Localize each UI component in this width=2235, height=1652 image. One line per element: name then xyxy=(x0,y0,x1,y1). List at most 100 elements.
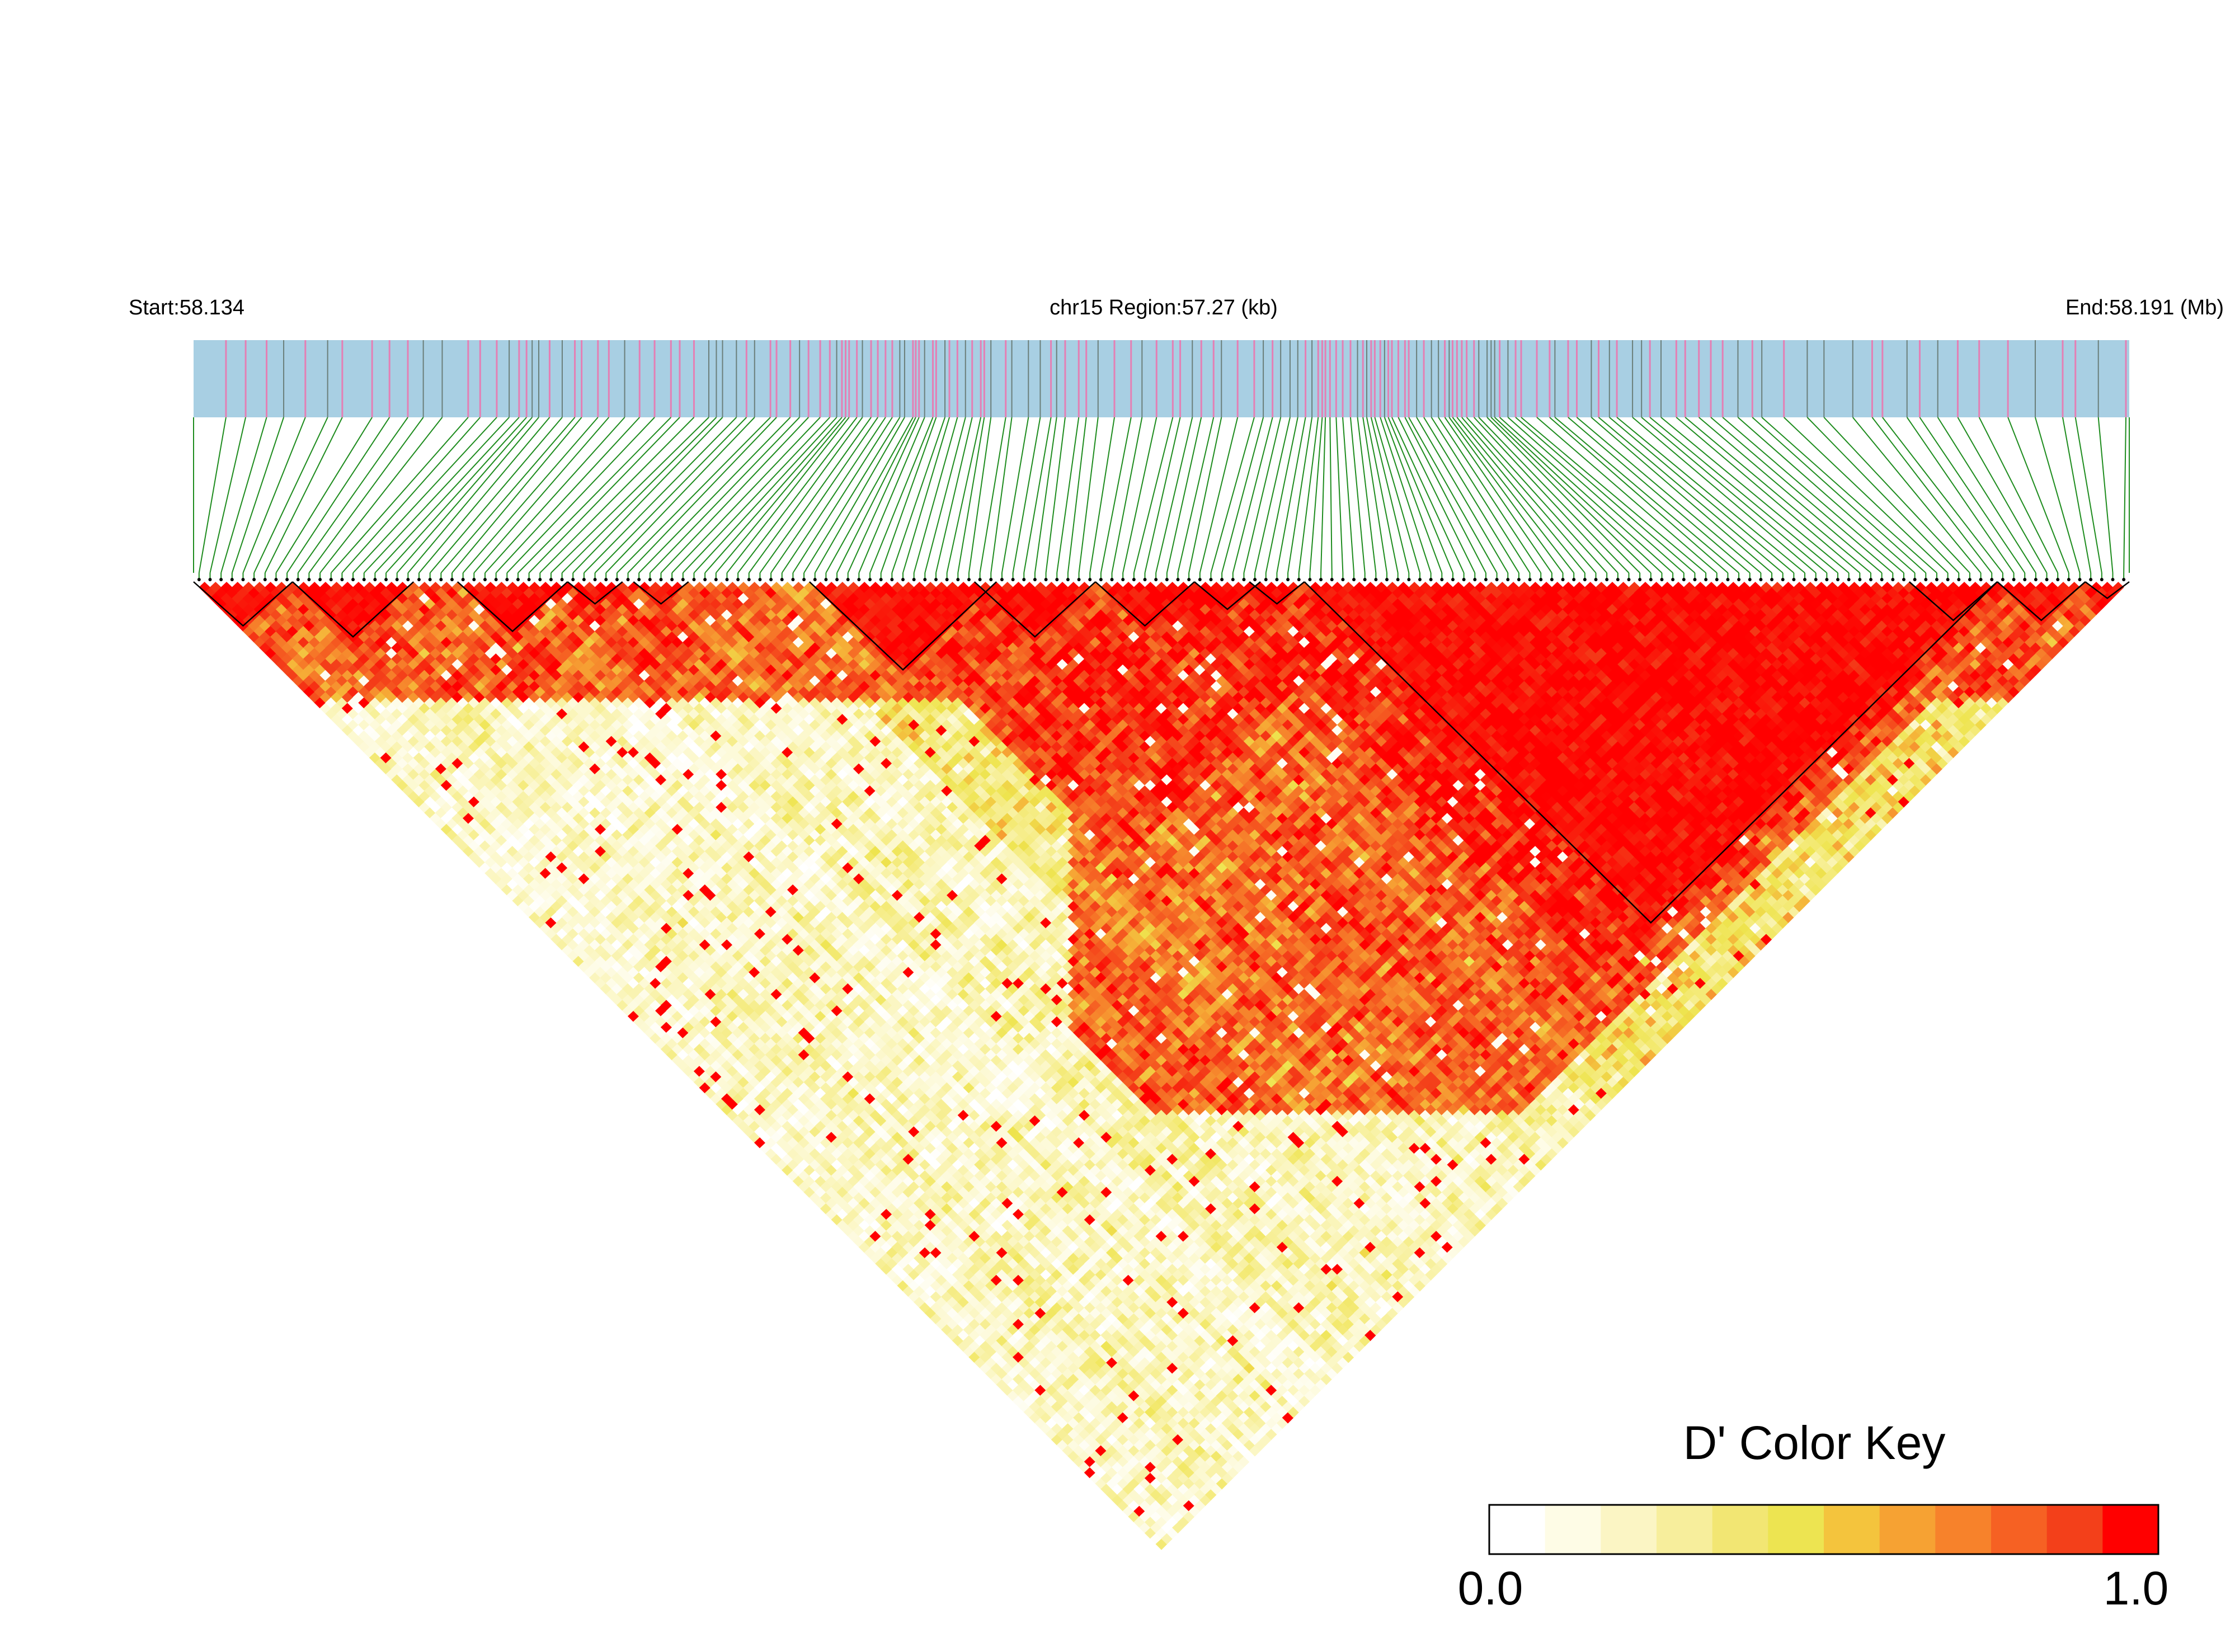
connector-line xyxy=(1144,417,1181,573)
connector-line xyxy=(1448,417,1564,573)
connector-line xyxy=(1507,417,1685,573)
connector-line xyxy=(1023,417,1052,573)
connector-line xyxy=(473,417,610,573)
connector-line xyxy=(1342,417,1355,573)
connector-line xyxy=(209,417,247,573)
connector-line xyxy=(627,417,777,573)
connector-line xyxy=(1499,417,1673,573)
connector-line xyxy=(1431,417,1531,573)
connector-line xyxy=(1919,417,2026,573)
connector-line xyxy=(572,417,723,573)
connector-line xyxy=(1404,417,1486,573)
connector-line xyxy=(1906,417,2015,573)
connector-line xyxy=(1370,417,1410,573)
snp-marks xyxy=(225,340,2127,417)
connector-line xyxy=(1416,417,1509,573)
connector-line xyxy=(550,417,709,573)
connector-line xyxy=(1357,417,1377,573)
connector-line xyxy=(429,417,563,573)
connector-line xyxy=(1452,417,1575,573)
connector-line xyxy=(770,417,878,573)
connector-line xyxy=(1034,417,1057,573)
connector-line xyxy=(902,417,950,573)
connector-line xyxy=(1641,417,1828,573)
connector-line xyxy=(584,417,737,573)
connector-line xyxy=(341,417,481,573)
connector-line xyxy=(1609,417,1795,573)
connector-line xyxy=(737,417,858,573)
connector-line xyxy=(1466,417,1607,573)
connector-line xyxy=(1012,417,1041,573)
connector-line xyxy=(1221,417,1264,573)
connector-line xyxy=(1122,417,1158,573)
connector-line xyxy=(319,417,443,573)
ld-cell xyxy=(253,582,266,594)
connector-line xyxy=(1287,417,1313,573)
connector-line xyxy=(1056,417,1080,573)
connector-line xyxy=(1362,417,1387,573)
connector-line xyxy=(418,417,550,573)
connector-line xyxy=(1823,417,1970,573)
connector-line xyxy=(1494,417,1663,573)
connector-line xyxy=(1632,417,1817,573)
connector-line xyxy=(1761,417,1937,573)
connector-line xyxy=(1210,417,1255,573)
connector-line xyxy=(1177,417,1215,573)
connector-line xyxy=(1461,417,1597,573)
connector-line xyxy=(1937,417,2036,573)
connector-line xyxy=(1380,417,1432,573)
connector-line xyxy=(231,417,285,573)
connector-line xyxy=(683,417,831,573)
connector-line xyxy=(1806,417,1960,573)
connector-line xyxy=(264,417,343,573)
connector-line xyxy=(1852,417,1982,573)
connector-line xyxy=(1616,417,1805,573)
connector-line xyxy=(1387,417,1453,573)
connector-line xyxy=(1649,417,1838,573)
connector-line xyxy=(220,417,267,573)
connector-line xyxy=(1576,417,1762,573)
connector-line xyxy=(1882,417,2003,573)
connector-line xyxy=(2074,417,2102,573)
connector-line xyxy=(1676,417,1860,573)
connector-line xyxy=(1254,417,1291,573)
connector-line xyxy=(671,417,821,573)
connector-line xyxy=(935,417,973,573)
connector-line xyxy=(1067,417,1087,573)
snp-connector-lines xyxy=(193,417,2130,578)
connector-line xyxy=(913,417,958,573)
ld-cell xyxy=(265,582,277,594)
connector-line xyxy=(1591,417,1772,573)
connector-line xyxy=(781,417,886,573)
connector-line xyxy=(704,417,843,573)
snp-position-track xyxy=(194,340,2129,417)
connector-line xyxy=(726,417,850,573)
connector-line xyxy=(1329,417,1333,573)
connector-line xyxy=(1408,417,1498,573)
connector-line xyxy=(1366,417,1399,573)
connector-line xyxy=(1549,417,1729,573)
ld-cell xyxy=(220,582,233,594)
connector-line xyxy=(1349,417,1366,573)
connector-line xyxy=(330,417,469,573)
region-title-label: chr15 Region:57.27 (kb) xyxy=(1050,296,1278,319)
connector-line xyxy=(968,417,992,573)
connector-line xyxy=(836,417,916,573)
connector-line xyxy=(385,417,527,573)
connector-line xyxy=(693,417,837,573)
track-background xyxy=(194,340,2129,417)
connector-line xyxy=(1978,417,2059,573)
connector-line xyxy=(1784,417,1949,573)
connector-line xyxy=(1554,417,1739,573)
ld-cell xyxy=(209,582,222,594)
connector-line xyxy=(979,417,1006,573)
connector-line xyxy=(1384,417,1443,573)
connector-line xyxy=(1423,417,1519,573)
connector-line xyxy=(1660,417,1850,573)
connector-line xyxy=(1438,417,1542,573)
connector-line xyxy=(1521,417,1706,573)
connector-line xyxy=(363,417,510,573)
ld-cell xyxy=(199,582,211,594)
ld-cells xyxy=(199,582,2124,1550)
